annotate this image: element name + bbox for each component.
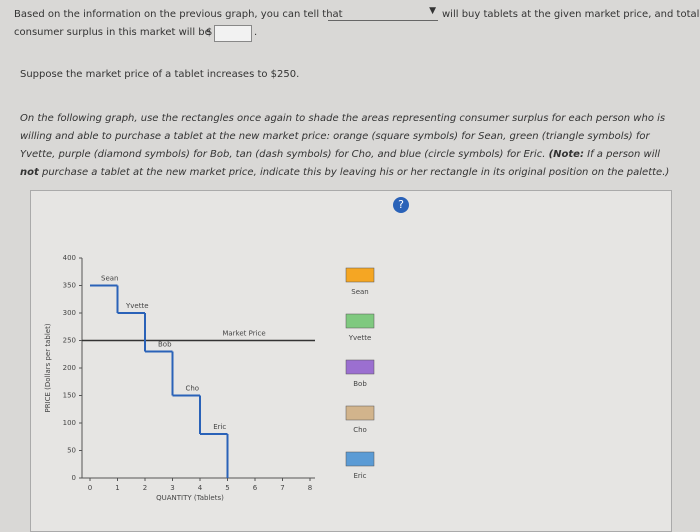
- instructions: On the following graph, use the rectangl…: [20, 110, 670, 182]
- prompt-line1: Based on the information on the previous…: [14, 9, 343, 20]
- palette-label: Eric: [353, 472, 366, 480]
- step-label: Yvette: [125, 302, 149, 310]
- palette-label: Yvette: [348, 334, 372, 342]
- period: .: [254, 27, 258, 38]
- note-text: If a person will: [587, 149, 661, 160]
- step-label: Bob: [158, 341, 172, 349]
- palette-label: Bob: [353, 380, 367, 388]
- y-axis-label: PRICE (Dollars per tablet): [44, 323, 52, 412]
- currency: $: [206, 27, 213, 38]
- page: Based on the information on the previous…: [14, 6, 700, 532]
- x-tick-label: 3: [170, 484, 174, 492]
- palette-label: Cho: [353, 426, 367, 434]
- palette-rectangle[interactable]: [345, 359, 375, 375]
- y-tick-label: 400: [63, 254, 76, 262]
- scenario: Suppose the market price of a tablet inc…: [20, 69, 300, 80]
- y-tick-label: 200: [63, 364, 76, 372]
- note-text: purchase a tablet at the new market pric…: [41, 167, 670, 178]
- prompt-line1-end: will buy tablets at the given market pri…: [442, 9, 700, 20]
- palette-label: Sean: [351, 288, 368, 296]
- y-tick-label: 100: [63, 419, 76, 427]
- graph: 0 50 100 150 200 250 300 350 400 0 1 2 3 4 5 6 7 8 QUANTIT…: [44, 254, 375, 502]
- palette-rectangle[interactable]: [345, 405, 375, 421]
- note-label: (Note:: [548, 149, 584, 160]
- step-label: Sean: [101, 275, 118, 283]
- prompt-line2: consumer surplus in this market will be: [14, 27, 211, 38]
- x-axis-label: QUANTITY (Tablets): [156, 494, 224, 502]
- x-tick-label: 0: [88, 484, 92, 492]
- palette-rectangle[interactable]: [345, 451, 375, 467]
- palette-rectangle[interactable]: [345, 267, 375, 283]
- y-tick-label: 300: [63, 309, 76, 317]
- y-tick-label: 150: [63, 392, 76, 400]
- x-tick-label: 2: [143, 484, 147, 492]
- dropdown[interactable]: ▼: [328, 6, 438, 21]
- surplus-input[interactable]: [214, 25, 252, 42]
- x-tick-label: 7: [280, 484, 284, 492]
- palette-rectangle[interactable]: [345, 313, 375, 329]
- step-label: Cho: [185, 385, 199, 393]
- market-price-label: Market Price: [222, 330, 265, 338]
- help-button[interactable]: ?: [393, 197, 409, 213]
- y-tick-label: 0: [72, 474, 76, 482]
- x-tick-label: 1: [115, 484, 119, 492]
- instructions-text: On the following graph, use the rectangl…: [20, 113, 666, 160]
- y-tick-label: 250: [63, 337, 76, 345]
- x-tick-label: 5: [225, 484, 229, 492]
- note-not: not: [20, 167, 39, 178]
- y-tick-label: 350: [63, 282, 76, 290]
- x-tick-label: 6: [253, 484, 258, 492]
- x-tick-label: 8: [308, 484, 312, 492]
- x-tick-label: 4: [198, 484, 203, 492]
- y-tick-label: 50: [67, 447, 76, 455]
- step-label: Eric: [213, 423, 226, 431]
